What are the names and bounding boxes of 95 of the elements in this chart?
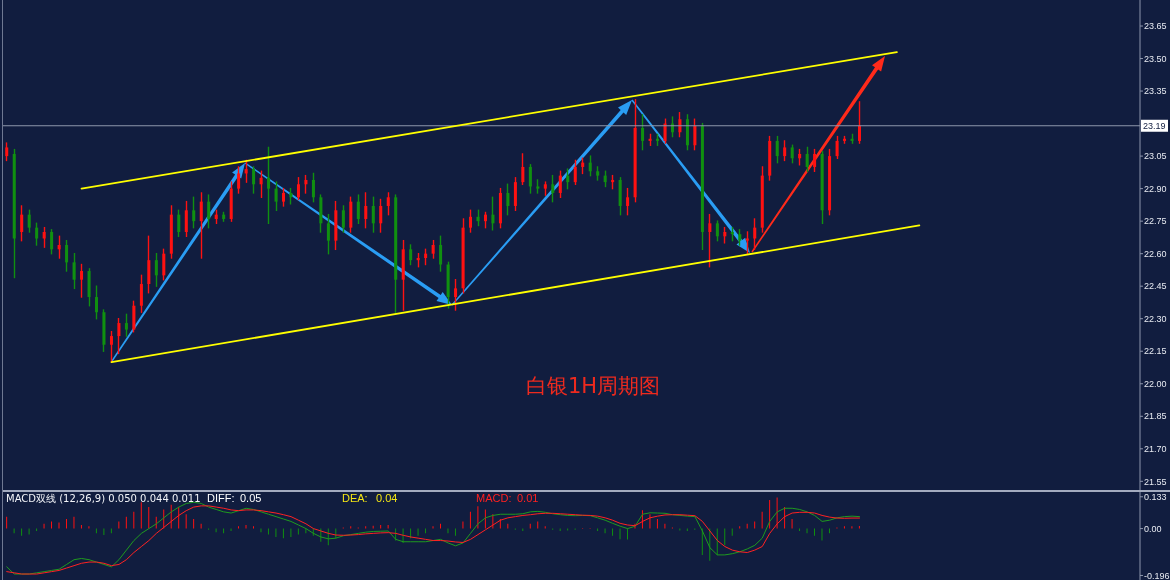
candlestick xyxy=(311,172,315,203)
candlestick xyxy=(184,200,188,238)
annotation: MACD: xyxy=(476,492,512,505)
candlestick xyxy=(588,155,592,177)
y-tick-label: 21.85 xyxy=(1144,411,1167,422)
candlestick xyxy=(835,135,839,159)
candlestick xyxy=(356,194,360,225)
candlestick xyxy=(117,318,121,355)
candlestick xyxy=(857,101,861,144)
y-tick-label: 23.65 xyxy=(1144,21,1167,32)
candlestick xyxy=(491,196,495,231)
candlestick xyxy=(162,248,166,281)
annotation: 0.01 xyxy=(517,492,539,505)
candlestick xyxy=(326,213,330,255)
candlestick xyxy=(147,235,151,294)
candlestick xyxy=(27,209,31,233)
candlestick xyxy=(124,313,128,337)
candlestick xyxy=(753,218,757,251)
candlestick xyxy=(506,183,510,216)
candlestick xyxy=(805,146,809,172)
candlestick xyxy=(72,252,76,290)
candlestick xyxy=(663,118,667,144)
candlestick xyxy=(678,112,682,138)
candlestick xyxy=(813,148,817,172)
candlestick xyxy=(341,205,345,233)
candlestick xyxy=(693,118,697,151)
annotation: 0.05 xyxy=(240,492,262,505)
y-tick-label: 22.90 xyxy=(1144,183,1167,194)
annotation: DEA: xyxy=(342,492,368,505)
candlestick xyxy=(566,168,570,190)
candlestick xyxy=(177,209,181,238)
candlestick xyxy=(386,192,390,216)
candlestick xyxy=(558,170,562,198)
candlestick xyxy=(267,146,271,225)
candlestick xyxy=(483,211,487,229)
y-tick-label: 22.60 xyxy=(1144,248,1167,259)
candlestick xyxy=(95,285,99,320)
candlestick xyxy=(244,159,248,183)
y-tick-label: 22.45 xyxy=(1144,281,1167,292)
candlestick xyxy=(715,220,719,242)
candlestick xyxy=(364,192,368,229)
candlestick xyxy=(80,263,84,298)
candlestick xyxy=(57,235,61,259)
candlestick xyxy=(20,205,24,242)
chart-title: MACD双线 (12,26,9) 0.050 0.044 0.011 xyxy=(6,493,201,504)
candlestick xyxy=(154,252,158,287)
candlestick xyxy=(379,198,383,233)
candlestick xyxy=(35,222,39,246)
y-tick-label: 22.30 xyxy=(1144,313,1167,324)
candlestick xyxy=(252,166,256,194)
candlestick xyxy=(409,244,413,266)
candlestick xyxy=(551,174,555,203)
candlestick xyxy=(708,213,712,268)
text: 白银1H周期图 xyxy=(526,374,661,399)
y-tick-label: 0.133 xyxy=(1144,491,1167,502)
candlestick xyxy=(513,177,517,212)
candlestick xyxy=(274,181,278,212)
y-tick-label: 0.00 xyxy=(1144,523,1162,534)
candlestick xyxy=(207,194,211,229)
candlestick xyxy=(521,153,525,185)
y-tick-label: 22.15 xyxy=(1144,346,1167,357)
candlestick xyxy=(641,114,645,151)
candlestick xyxy=(528,164,532,194)
candlestick xyxy=(237,166,241,194)
candlestick xyxy=(573,159,577,185)
candlestick xyxy=(109,331,113,363)
y-tick-label: 22.00 xyxy=(1144,378,1167,389)
y-tick-label: 23.05 xyxy=(1144,151,1167,162)
candlestick xyxy=(745,231,749,255)
candlestick xyxy=(139,274,143,313)
candlestick xyxy=(192,196,196,229)
candlestick xyxy=(65,239,69,272)
candlestick xyxy=(439,235,443,272)
candlestick xyxy=(296,177,300,201)
candlestick xyxy=(282,187,286,207)
y-tick-label: 21.55 xyxy=(1144,476,1167,487)
ref-line-label: 23.19 xyxy=(1143,121,1166,132)
candlestick xyxy=(775,135,779,164)
candlestick xyxy=(50,229,54,255)
y-tick-label: 22.75 xyxy=(1144,216,1167,227)
annotation: DIFF: xyxy=(207,492,235,505)
candlestick xyxy=(199,192,203,259)
candlestick xyxy=(42,226,46,248)
candlestick xyxy=(132,300,136,333)
candlestick xyxy=(469,209,473,233)
candlestick xyxy=(454,278,458,311)
candlestick xyxy=(626,187,630,216)
annotation: 0.04 xyxy=(376,492,398,505)
y-tick-label: -0.196 xyxy=(1144,570,1170,580)
y-tick-label: 23.35 xyxy=(1144,86,1167,97)
candlestick xyxy=(371,196,375,233)
y-tick-label: 23.50 xyxy=(1144,53,1167,64)
y-tick-label: 21.70 xyxy=(1144,444,1167,454)
candlestick xyxy=(783,140,787,162)
candlestick xyxy=(259,170,263,198)
